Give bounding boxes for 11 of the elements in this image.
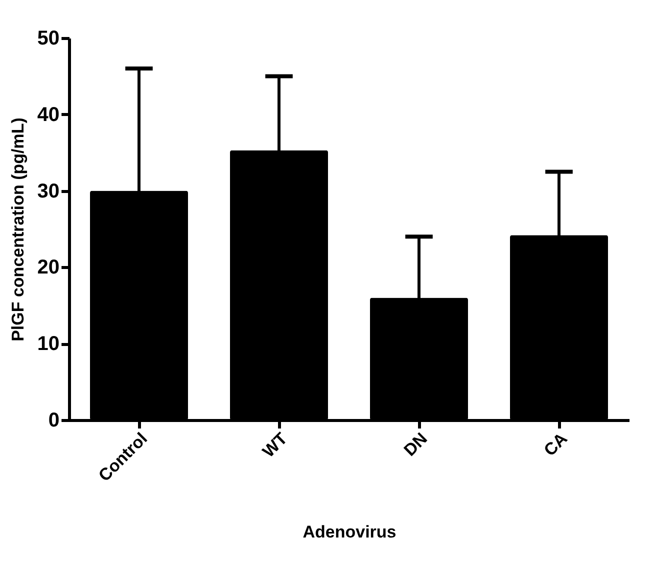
- x-axis-title: Adenovirus: [302, 522, 396, 542]
- y-tick-label: 10: [37, 333, 60, 356]
- y-tick-label: 20: [37, 256, 60, 279]
- y-tick-label: 40: [37, 104, 60, 126]
- y-tick-label: 50: [37, 28, 60, 50]
- y-tick-label: 30: [37, 180, 60, 202]
- x-tick-label: WT: [258, 428, 292, 462]
- x-tick-label: DN: [400, 429, 432, 460]
- y-axis-title: PlGF concentration (pg/mL): [8, 118, 28, 342]
- y-tick-label: 0: [48, 410, 60, 432]
- x-tick-label: CA: [540, 429, 572, 460]
